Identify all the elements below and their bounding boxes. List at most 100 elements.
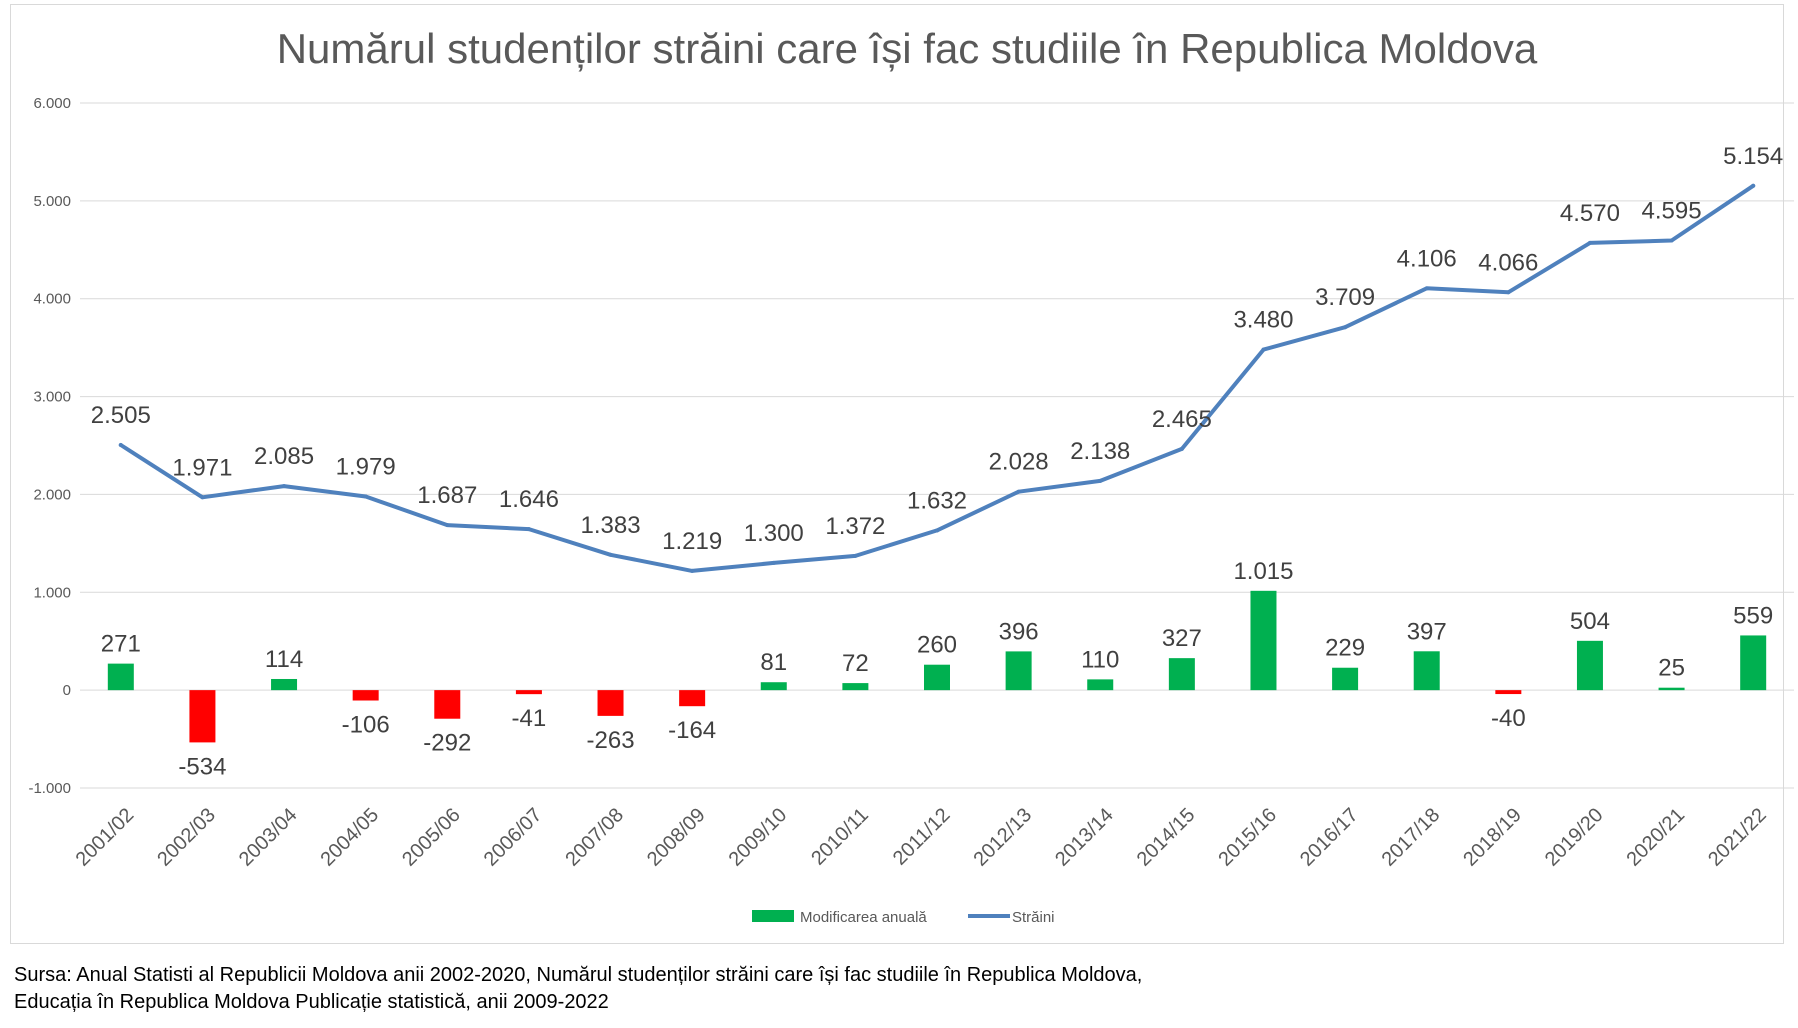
y-tick-label: 5.000: [33, 193, 71, 210]
y-tick-label: 6.000: [33, 95, 71, 112]
line-data-label: 1.979: [336, 453, 396, 480]
source-line-1: Sursa: Anual Statisti al Republicii Mold…: [14, 964, 1143, 986]
line-data-label: 1.971: [172, 454, 232, 481]
bar-data-label: 110: [1081, 646, 1119, 673]
bar-data-label: 260: [917, 632, 957, 659]
bar-modificare: [1495, 690, 1522, 695]
x-tick-label: 2005/06: [398, 804, 465, 871]
bar-modificare: [1658, 687, 1685, 691]
x-tick-label: 2019/20: [1541, 804, 1608, 871]
source-line-2: Educația în Republica Moldova Publicație…: [14, 991, 609, 1013]
bar-data-label: 81: [760, 649, 787, 676]
line-point: [1424, 286, 1429, 291]
bar-data-label: 327: [1162, 625, 1202, 652]
legend-label-modificare: Modificarea anuală: [800, 909, 927, 926]
line-data-label: 1.372: [825, 513, 885, 540]
bar-modificare: [434, 690, 461, 719]
x-tick-label: 2015/16: [1214, 804, 1281, 871]
bar-modificare: [679, 690, 706, 707]
x-tick-label: 2013/14: [1051, 804, 1118, 871]
line-point: [1343, 325, 1348, 330]
line-data-label: 5.154: [1723, 143, 1783, 170]
bar-data-label: 229: [1325, 635, 1365, 662]
line-data-label: 1.632: [907, 487, 967, 514]
x-tick-label: 2008/09: [643, 804, 710, 871]
bar-data-label: 114: [265, 646, 303, 673]
bar-modificare: [924, 664, 950, 691]
chart-title: Numărul studenților străini care își fac…: [277, 25, 1538, 72]
line-point: [608, 552, 613, 557]
line-point: [526, 527, 531, 532]
line-point: [118, 443, 123, 448]
x-tick-label: 2010/11: [807, 804, 873, 870]
line-data-label: 1.383: [580, 512, 640, 539]
line-data-label: 1.646: [499, 486, 559, 513]
line-data-label: 2.085: [254, 443, 314, 470]
line-point: [1179, 446, 1184, 451]
x-tick-label: 2004/05: [317, 804, 384, 871]
bar-modificare: [1250, 590, 1277, 691]
x-tick-label: 2002/03: [153, 804, 220, 871]
source-note: Sursa: Anual Statisti al Republicii Mold…: [14, 962, 1774, 1016]
line-data-label: 4.595: [1642, 197, 1702, 224]
x-tick-label: 2018/19: [1459, 804, 1526, 871]
bar-modificare: [1168, 658, 1195, 691]
line-point: [690, 568, 695, 573]
line-point: [200, 495, 205, 500]
x-tick-label: 2021/22: [1704, 804, 1771, 871]
bar-data-label: -106: [342, 712, 390, 739]
line-data-label: 1.219: [662, 528, 722, 555]
x-tick-label: 2007/08: [561, 804, 628, 871]
line-point: [445, 523, 450, 528]
bar-data-label: -263: [587, 727, 635, 754]
x-tick-label: 2012/13: [969, 804, 1036, 871]
line-data-label: 2.505: [91, 402, 151, 429]
x-tick-label: 2003/04: [235, 804, 302, 871]
line-data-label: 4.066: [1478, 249, 1538, 276]
bar-modificare: [1005, 651, 1032, 691]
line-data-label: 2.138: [1070, 438, 1130, 465]
bar-data-label: 72: [842, 650, 869, 677]
x-tick-label: 2001/02: [72, 804, 139, 871]
x-tick-label: 2014/15: [1133, 804, 1200, 871]
line-point: [282, 484, 287, 489]
y-tick-label: -1.000: [28, 780, 71, 797]
bar-data-label: 271: [101, 631, 141, 658]
bar-data-label: 396: [999, 618, 1039, 645]
line-point: [935, 528, 939, 533]
bar-modificare: [1332, 667, 1359, 691]
line-data-label: 2.465: [1152, 406, 1212, 433]
line-data-label: 1.300: [744, 520, 804, 547]
line-point: [853, 553, 858, 558]
bar-modificare: [842, 683, 869, 691]
bar-data-label: 559: [1733, 602, 1773, 629]
line-data-label: 2.028: [989, 449, 1049, 476]
line-point: [1506, 290, 1511, 295]
bar-data-label: 397: [1407, 618, 1447, 645]
line-data-label: 4.570: [1560, 200, 1620, 227]
line-point: [363, 494, 368, 499]
line-point: [1751, 183, 1756, 188]
bar-data-label: -292: [423, 730, 471, 757]
legend-label-straini: Străini: [1012, 909, 1055, 926]
bar-data-label: -41: [512, 705, 547, 732]
x-tick-label: 2020/21: [1622, 804, 1689, 871]
bar-modificare: [597, 690, 624, 716]
line-point: [771, 560, 776, 565]
bar-modificare: [515, 690, 542, 695]
y-tick-label: 2.000: [33, 486, 71, 503]
y-tick-label: 3.000: [33, 389, 71, 406]
line-point: [1016, 489, 1021, 494]
y-tick-label: 1.000: [33, 584, 71, 601]
line-data-label: 3.709: [1315, 284, 1375, 311]
x-tick-label: 2009/10: [725, 804, 792, 871]
y-tick-label: 4.000: [33, 291, 71, 308]
chart: Numărul studenților străini care își fac…: [28, 25, 1794, 926]
x-tick-label: 2006/07: [480, 804, 547, 871]
x-tick-label: 2016/17: [1296, 804, 1363, 871]
bar-modificare: [1087, 679, 1114, 691]
bar-modificare: [107, 663, 134, 691]
bar-data-label: 504: [1570, 608, 1610, 635]
line-point: [1261, 347, 1266, 352]
bar-modificare: [760, 682, 787, 691]
